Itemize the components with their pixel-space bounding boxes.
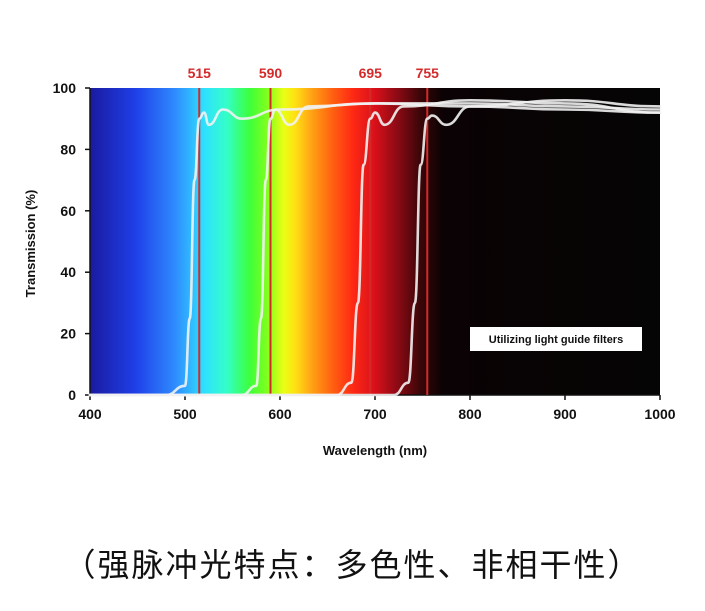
y-tick-label: 100: [53, 80, 77, 96]
cut-on-label-590: 590: [259, 65, 283, 81]
x-axis-title: Wavelength (nm): [323, 443, 427, 458]
x-tick-label: 500: [173, 406, 197, 422]
y-tick-label: 40: [60, 264, 76, 280]
x-tick-label: 400: [78, 406, 102, 422]
transmission-curve-4: [88, 99, 662, 397]
y-tick-label: 60: [60, 203, 76, 219]
y-tick-label: 0: [68, 387, 76, 403]
x-tick-label: 700: [363, 406, 387, 422]
transmission-curves: [88, 99, 662, 397]
annotation-box-bg: [470, 327, 642, 351]
transmission-chart: 400 500 600 700 800 900 1000 0 20 40 60 80 100 515 59…: [23, 65, 676, 458]
cut-on-markers: 515 590 695 755: [188, 65, 440, 395]
annotation-text: Utilizing light guide filters: [489, 334, 623, 346]
caption-text: （强脉冲光特点：多色性、非相干性）: [63, 546, 642, 584]
y-axis-title: Transmission (%): [23, 190, 38, 298]
transmission-curve-2: [88, 102, 662, 397]
cut-on-label-695: 695: [359, 65, 383, 81]
y-tick-label: 80: [60, 141, 76, 157]
x-tick-label: 600: [268, 406, 292, 422]
y-tick-label: 20: [60, 326, 76, 342]
x-tick-label: 1000: [644, 406, 675, 422]
transmission-curve-1: [88, 102, 662, 397]
annotation-box: Utilizing light guide filters: [470, 327, 642, 351]
transmission-curve-3: [88, 99, 662, 397]
cut-on-label-515: 515: [188, 65, 212, 81]
cut-on-label-755: 755: [416, 65, 440, 81]
x-tick-label: 900: [553, 406, 577, 422]
x-tick-label: 800: [458, 406, 482, 422]
